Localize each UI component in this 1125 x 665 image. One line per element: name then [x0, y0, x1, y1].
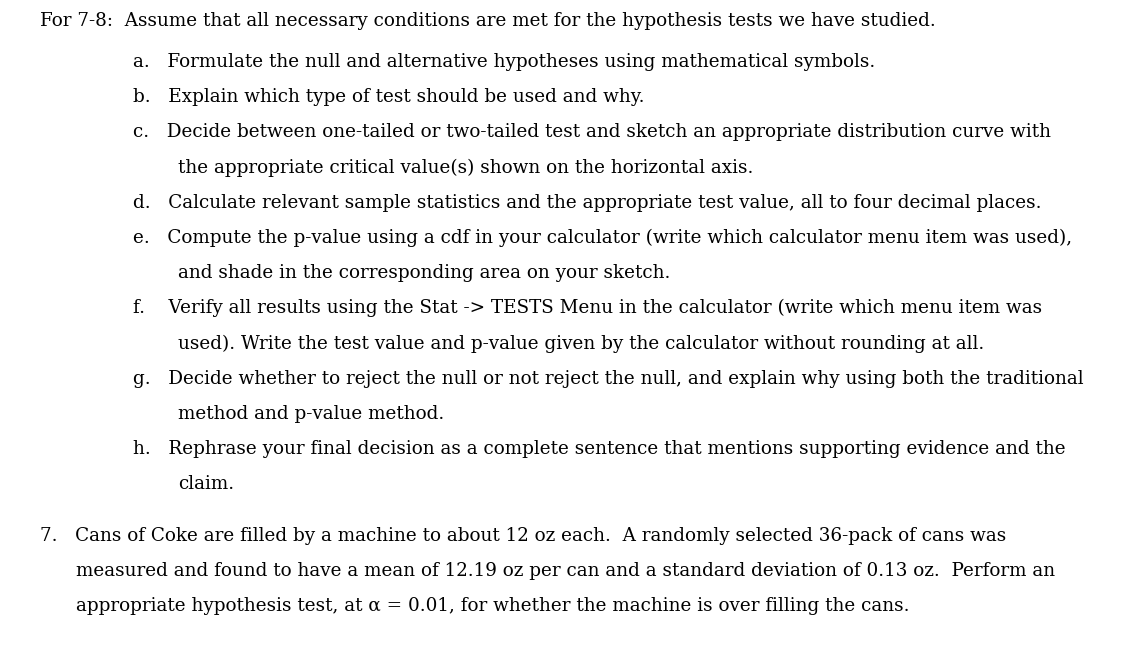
Text: a.   Formulate the null and alternative hypotheses using mathematical symbols.: a. Formulate the null and alternative hy…: [133, 53, 875, 70]
Text: e.   Compute the p-value using a cdf in your calculator (write which calculator : e. Compute the p-value using a cdf in yo…: [133, 229, 1072, 247]
Text: b.   Explain which type of test should be used and why.: b. Explain which type of test should be …: [133, 88, 645, 106]
Text: measured and found to have a mean of 12.19 oz per can and a standard deviation o: measured and found to have a mean of 12.…: [76, 562, 1055, 580]
Text: claim.: claim.: [178, 475, 234, 493]
Text: g.   Decide whether to reject the null or not reject the null, and explain why u: g. Decide whether to reject the null or …: [133, 370, 1083, 388]
Text: f.    Verify all results using the Stat -> TESTS Menu in the calculator (write w: f. Verify all results using the Stat -> …: [133, 299, 1042, 317]
Text: the appropriate critical value(s) shown on the horizontal axis.: the appropriate critical value(s) shown …: [178, 158, 753, 176]
Text: method and p-value method.: method and p-value method.: [178, 405, 444, 423]
Text: d.   Calculate relevant sample statistics and the appropriate test value, all to: d. Calculate relevant sample statistics …: [133, 194, 1042, 211]
Text: For 7-8:  Assume that all necessary conditions are met for the hypothesis tests : For 7-8: Assume that all necessary condi…: [40, 12, 936, 30]
Text: 7.   Cans of Coke are filled by a machine to about 12 oz each.  A randomly selec: 7. Cans of Coke are filled by a machine …: [40, 527, 1007, 545]
Text: appropriate hypothesis test, at α = 0.01, for whether the machine is over fillin: appropriate hypothesis test, at α = 0.01…: [76, 597, 910, 615]
Text: used). Write the test value and p-value given by the calculator without rounding: used). Write the test value and p-value …: [178, 334, 984, 352]
Text: c.   Decide between one-tailed or two-tailed test and sketch an appropriate dist: c. Decide between one-tailed or two-tail…: [133, 123, 1051, 141]
Text: h.   Rephrase your final decision as a complete sentence that mentions supportin: h. Rephrase your final decision as a com…: [133, 440, 1065, 458]
Text: and shade in the corresponding area on your sketch.: and shade in the corresponding area on y…: [178, 264, 670, 282]
